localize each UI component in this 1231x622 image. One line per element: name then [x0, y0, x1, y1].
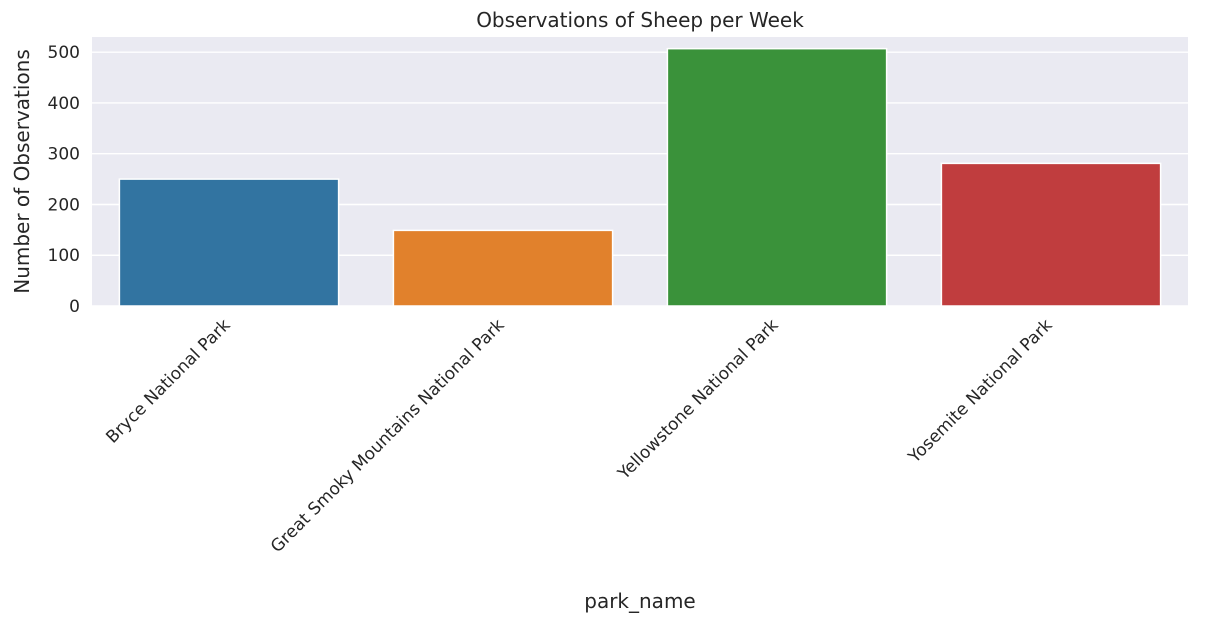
x-tick-label: Yellowstone National Park: [614, 315, 783, 484]
y-tick-label: 400: [48, 94, 80, 114]
y-tick-label: 100: [48, 246, 80, 266]
y-tick-label: 0: [69, 297, 80, 317]
x-tick-label: Bryce National Park: [102, 315, 234, 447]
y-tick-label: 300: [48, 145, 80, 165]
bar: [940, 162, 1162, 307]
y-tick-label: 200: [48, 195, 80, 215]
x-tick-label: Yosemite National Park: [904, 315, 1057, 468]
y-tick-label: 500: [48, 43, 80, 63]
bar: [392, 229, 614, 307]
x-axis-title: park_name: [584, 589, 695, 613]
x-tick-labels: Bryce National Park Great Smoky Mountains…: [102, 315, 1056, 557]
y-tick-labels: 0 100 200 300 400 500: [48, 43, 80, 317]
bar: [118, 178, 340, 307]
chart-title: Observations of Sheep per Week: [476, 8, 804, 32]
x-tick-label: Great Smoky Mountains National Park: [267, 315, 509, 557]
bar: [666, 47, 888, 307]
bar-layer: [118, 47, 1162, 307]
y-axis-title: Number of Observations: [10, 49, 34, 294]
